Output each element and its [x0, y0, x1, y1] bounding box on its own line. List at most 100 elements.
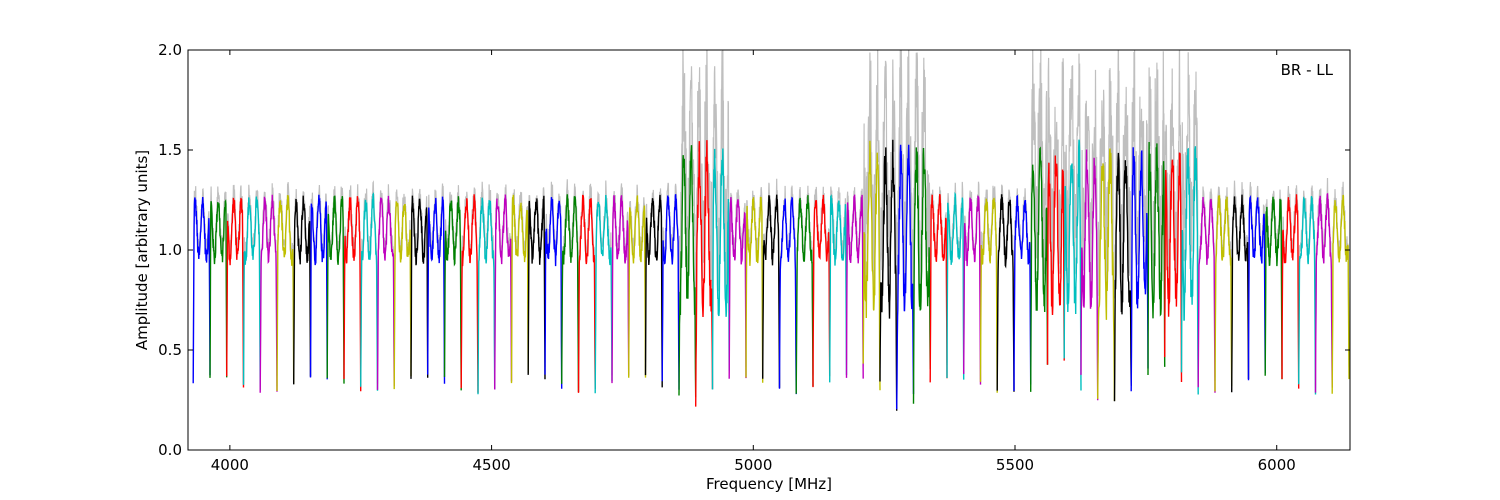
- spectral-window-trace: [561, 194, 580, 393]
- background-trace: [812, 186, 831, 376]
- background-trace: [1130, 50, 1149, 376]
- spectral-window-trace: [946, 191, 965, 380]
- spectral-window-trace: [829, 194, 848, 383]
- background-trace: [343, 184, 362, 391]
- spectral-window-trace: [1147, 141, 1166, 376]
- spectral-window-trace: [527, 195, 546, 380]
- spectral-window-trace: [360, 192, 379, 391]
- spectral-window-trace: [628, 195, 647, 378]
- spectral-window-trace: [762, 194, 781, 388]
- spectral-window-trace: [745, 196, 764, 383]
- spectral-window-trace: [963, 195, 982, 385]
- spectral-window-trace: [1130, 147, 1149, 392]
- spectral-window-trace: [1281, 194, 1300, 389]
- background-trace: [695, 50, 714, 390]
- background-trace: [1030, 50, 1049, 299]
- spectral-window-trace: [979, 197, 998, 393]
- spectral-window-trace: [544, 197, 563, 389]
- spectral-window-trace: [1113, 152, 1132, 402]
- spectral-window-trace: [1214, 195, 1233, 392]
- x-tick-label: 5500: [996, 456, 1034, 474]
- spectral-window-trace: [1180, 146, 1199, 395]
- x-axis: 4000 4500 5000 5500 6000: [211, 50, 1296, 474]
- spectral-window-trace: [1197, 196, 1216, 393]
- y-tick-label: 1.5: [158, 141, 182, 159]
- spectral-window-trace: [1314, 192, 1333, 393]
- spectral-window-trace: [309, 194, 328, 380]
- background-trace: [912, 52, 931, 395]
- background-trace: [494, 184, 513, 389]
- background-trace: [996, 184, 1015, 379]
- background-trace: [259, 183, 278, 387]
- background-trace: [577, 183, 596, 388]
- background-trace: [1314, 177, 1333, 388]
- spectral-window-trace: [510, 194, 529, 384]
- spectral-window-trace: [929, 193, 948, 383]
- spectral-window-trace: [393, 201, 412, 390]
- spectral-window-trace: [326, 195, 345, 384]
- spectral-window-trace: [460, 194, 479, 393]
- spectral-window-trace: [1080, 149, 1099, 401]
- spectral-window-trace: [1046, 155, 1065, 365]
- spectral-window-trace: [996, 194, 1015, 392]
- spectral-window-trace: [427, 196, 446, 384]
- spectral-window-traces: [192, 139, 1350, 411]
- spectral-window-trace: [695, 140, 714, 407]
- y-axis-title: Amplitude [arbitrary units]: [133, 150, 151, 350]
- x-tick-label: 6000: [1258, 456, 1296, 474]
- y-axis: 0.0 0.5 1.0 1.5 2.0: [158, 41, 1350, 459]
- spectral-window-trace: [795, 195, 814, 394]
- background-trace: [1164, 50, 1183, 330]
- spectral-window-trace: [276, 194, 295, 392]
- spectral-window-trace: [728, 197, 747, 379]
- spectral-window-trace: [678, 145, 697, 398]
- spectral-window-trace: [1013, 194, 1032, 392]
- spectral-window-trace: [209, 198, 228, 378]
- spectral-window-trace: [611, 195, 630, 384]
- spectral-window-trace: [594, 194, 613, 394]
- y-tick-label: 0.0: [158, 441, 182, 459]
- background-trace: [862, 50, 881, 364]
- spectral-window-trace: [494, 194, 513, 390]
- spectral-window-trace: [879, 139, 898, 411]
- spectral-window-trace: [862, 140, 881, 391]
- background-trace: [1063, 53, 1082, 354]
- spectral-window-trace: [644, 194, 663, 388]
- background-trace: [360, 180, 379, 384]
- spectral-window-trace: [845, 194, 864, 379]
- background-trace: [678, 50, 697, 350]
- spectral-window-trace: [477, 197, 496, 395]
- spectral-window-trace: [192, 196, 211, 384]
- spectral-window-trace: [1029, 146, 1049, 392]
- spectral-window-trace: [1247, 194, 1266, 381]
- spectral-window-trace: [661, 194, 680, 390]
- spectral-window-trace: [1063, 139, 1082, 391]
- spectral-window-trace: [293, 195, 312, 385]
- spectral-window-trace: [1230, 194, 1250, 393]
- spectral-window-trace: [343, 196, 362, 392]
- y-tick-label: 1.0: [158, 241, 182, 259]
- spectral-window-trace: [1163, 152, 1183, 383]
- spectral-window-trace: [443, 196, 462, 391]
- spectral-window-trace: [812, 194, 831, 388]
- spectral-window-trace: [912, 147, 931, 404]
- spectral-window-trace: [410, 195, 429, 379]
- spectral-window-trace: [778, 196, 797, 395]
- spectral-window-trace: [259, 194, 278, 393]
- y-tick-label: 2.0: [158, 41, 182, 59]
- spectral-window-trace: [226, 197, 245, 388]
- spectral-window-trace: [1096, 148, 1116, 402]
- spectral-window-trace: [1331, 194, 1350, 394]
- x-tick-label: 4000: [211, 456, 249, 474]
- panel-annotation: BR - LL: [1281, 61, 1334, 79]
- x-axis-title: Frequency [MHz]: [706, 475, 832, 493]
- spectral-window-trace: [242, 196, 261, 390]
- spectral-window-trace: [896, 144, 915, 410]
- spectral-window-trace: [1264, 196, 1283, 380]
- x-tick-label: 5000: [734, 456, 772, 474]
- x-tick-label: 4500: [472, 456, 510, 474]
- spectral-window-trace: [577, 194, 596, 393]
- y-tick-label: 0.5: [158, 341, 182, 359]
- spectral-window-trace: [376, 195, 395, 390]
